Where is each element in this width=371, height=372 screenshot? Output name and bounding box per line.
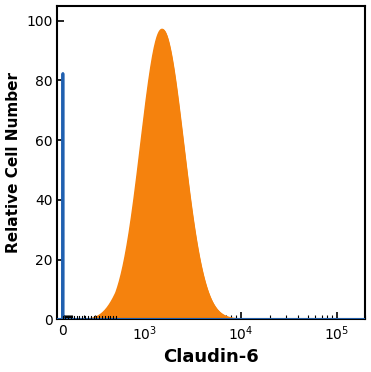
Y-axis label: Relative Cell Number: Relative Cell Number xyxy=(6,72,20,253)
X-axis label: Claudin-6: Claudin-6 xyxy=(164,349,259,366)
